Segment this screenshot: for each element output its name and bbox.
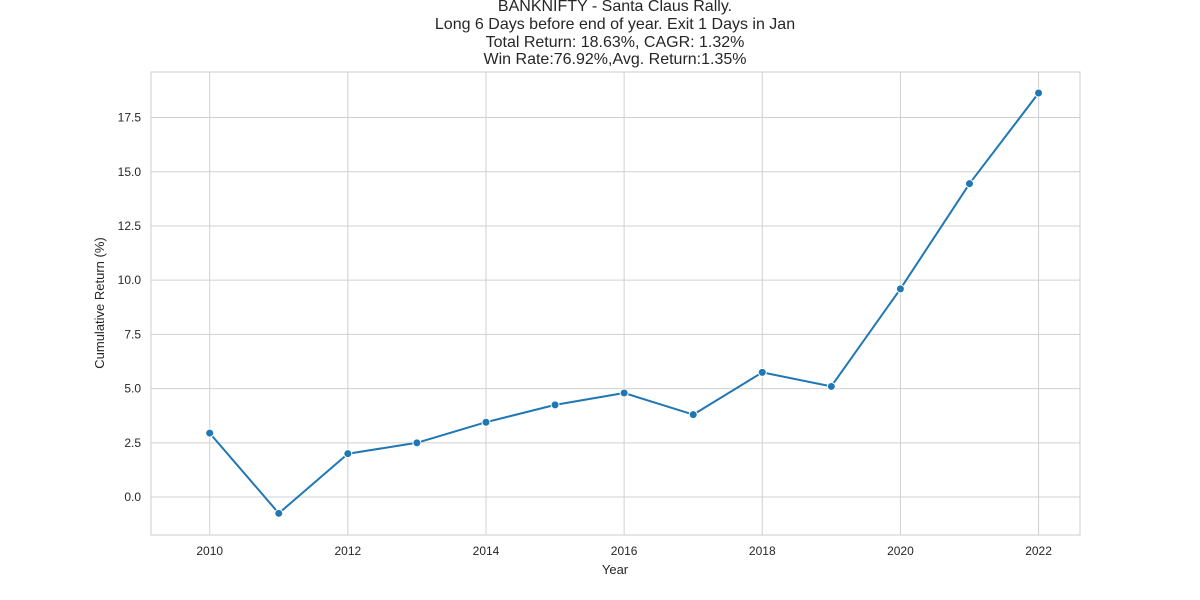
x-tick-label: 2022: [1025, 544, 1052, 558]
data-point: [826, 381, 836, 391]
y-tick-label: 5.0: [124, 382, 141, 396]
x-axis-label: Year: [602, 562, 629, 577]
data-point: [964, 179, 974, 189]
x-tick-label: 2020: [887, 544, 914, 558]
data-point: [1034, 88, 1044, 98]
data-point: [205, 428, 215, 438]
chart-title: BANKNIFTY - Santa Claus Rally. Long 6 Da…: [435, 0, 795, 68]
title-line-4: Win Rate:76.92%,Avg. Return:1.35%: [484, 51, 747, 68]
y-tick-label: 10.0: [118, 273, 142, 287]
y-tick-labels: 0.0 2.5 5.0 7.5 10.0 12.5 15.0 17.5: [118, 111, 142, 505]
y-tick-label: 15.0: [118, 165, 142, 179]
plot-area: [150, 71, 1081, 536]
y-tick-label: 17.5: [118, 111, 142, 125]
data-point: [619, 388, 629, 398]
y-tick-label: 2.5: [124, 436, 141, 450]
data-point: [412, 438, 422, 448]
y-axis-label: Cumulative Return (%): [92, 237, 107, 369]
data-point: [895, 284, 905, 294]
data-point: [481, 417, 491, 427]
data-point: [550, 400, 560, 410]
data-point: [274, 508, 284, 518]
y-tick-label: 7.5: [124, 327, 141, 341]
data-point: [343, 449, 353, 459]
x-tick-label: 2016: [611, 544, 638, 558]
data-point: [757, 367, 767, 377]
y-tick-label: 0.0: [124, 490, 141, 504]
series-group: [205, 88, 1044, 518]
grid: [151, 72, 1080, 535]
x-tick-label: 2010: [196, 544, 223, 558]
title-line-3: Total Return: 18.63%, CAGR: 1.32%: [486, 34, 745, 51]
x-tick-label: 2012: [334, 544, 361, 558]
y-tick-label: 12.5: [118, 219, 142, 233]
title-line-2: Long 6 Days before end of year. Exit 1 D…: [435, 16, 795, 33]
x-tick-label: 2014: [473, 544, 500, 558]
data-point: [688, 410, 698, 420]
x-tick-label: 2018: [749, 544, 776, 558]
x-tick-labels: 2010 2012 2014 2016 2018 2020 2022: [196, 544, 1052, 558]
title-line-1: BANKNIFTY - Santa Claus Rally.: [498, 0, 732, 15]
